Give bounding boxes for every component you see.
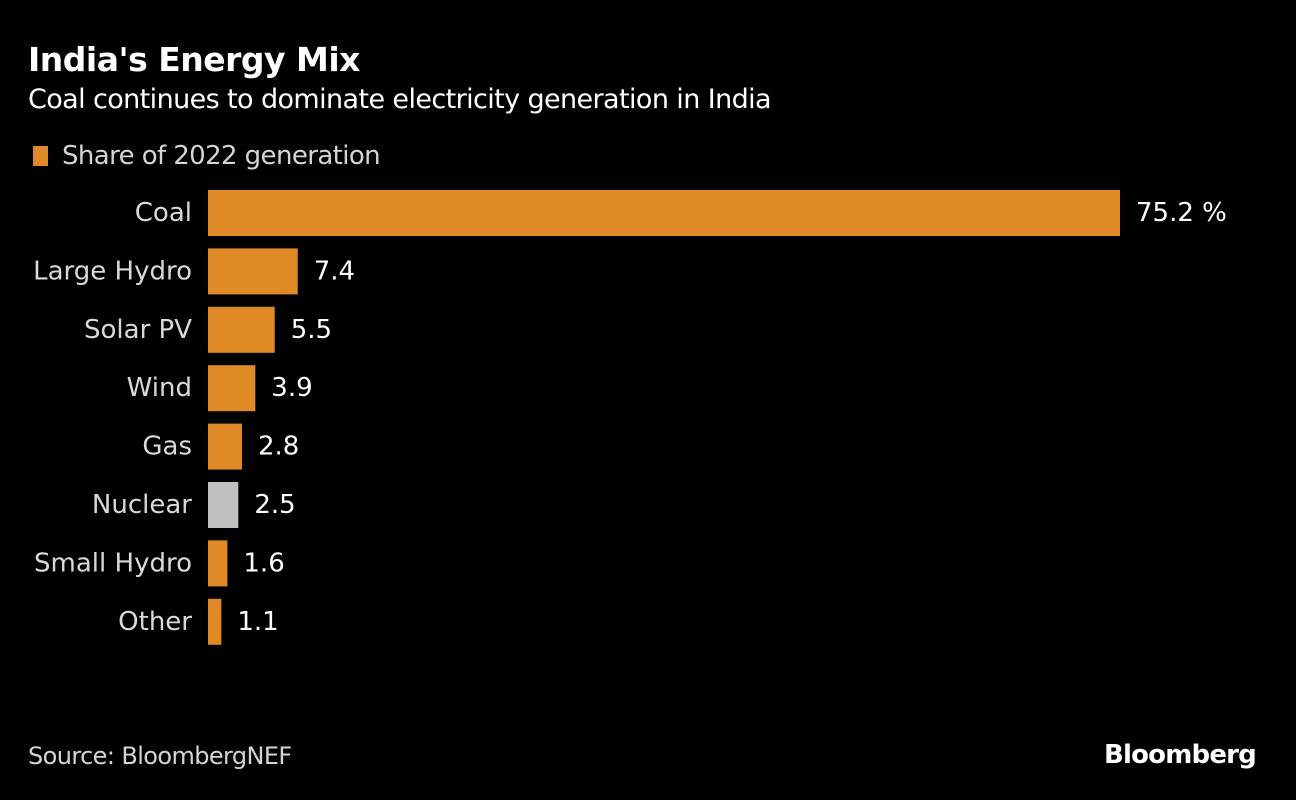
bar-gas [208,423,242,470]
legend-swatch [33,146,48,166]
legend: Share of 2022 generation [33,141,381,171]
value-label-gas: 2.8 [258,432,299,462]
value-label-small-hydro: 1.6 [243,548,284,578]
bar-other [208,598,222,645]
bloomberg-logo: Bloomberg [1103,740,1257,770]
value-label-other: 1.1 [237,607,278,637]
category-label-coal: Coal [135,198,192,228]
category-label-gas: Gas [142,432,192,462]
category-label-solar-pv: Solar PV [84,315,192,345]
value-label-nuclear: 2.5 [254,490,295,520]
bar-wind [208,365,256,412]
category-label-small-hydro: Small Hydro [34,548,192,578]
bar-small-hydro [208,540,228,587]
category-label-large-hydro: Large Hydro [33,256,192,286]
bar-nuclear [208,482,239,528]
category-label-wind: Wind [127,373,192,403]
category-label-other: Other [118,607,192,637]
bar-large-hydro [208,248,298,295]
legend-label: Share of 2022 generation [62,141,381,171]
category-label-nuclear: Nuclear [92,490,192,520]
bar-solar-pv [208,306,275,353]
value-label-wind: 3.9 [271,373,312,403]
source-note: Source: BloombergNEF [28,742,292,770]
value-label-large-hydro: 7.4 [314,256,355,286]
bar-coal [208,190,1120,236]
value-label-solar-pv: 5.5 [291,315,332,345]
value-label-coal: 75.2 % [1136,198,1227,228]
chart-title: India's Energy Mix [28,40,360,79]
chart-subtitle: Coal continues to dominate electricity g… [28,84,772,115]
bars-group: Coal 75.2 % Large Hydro 7.4 Solar PV 5.5 Wind 3… [33,190,1227,645]
